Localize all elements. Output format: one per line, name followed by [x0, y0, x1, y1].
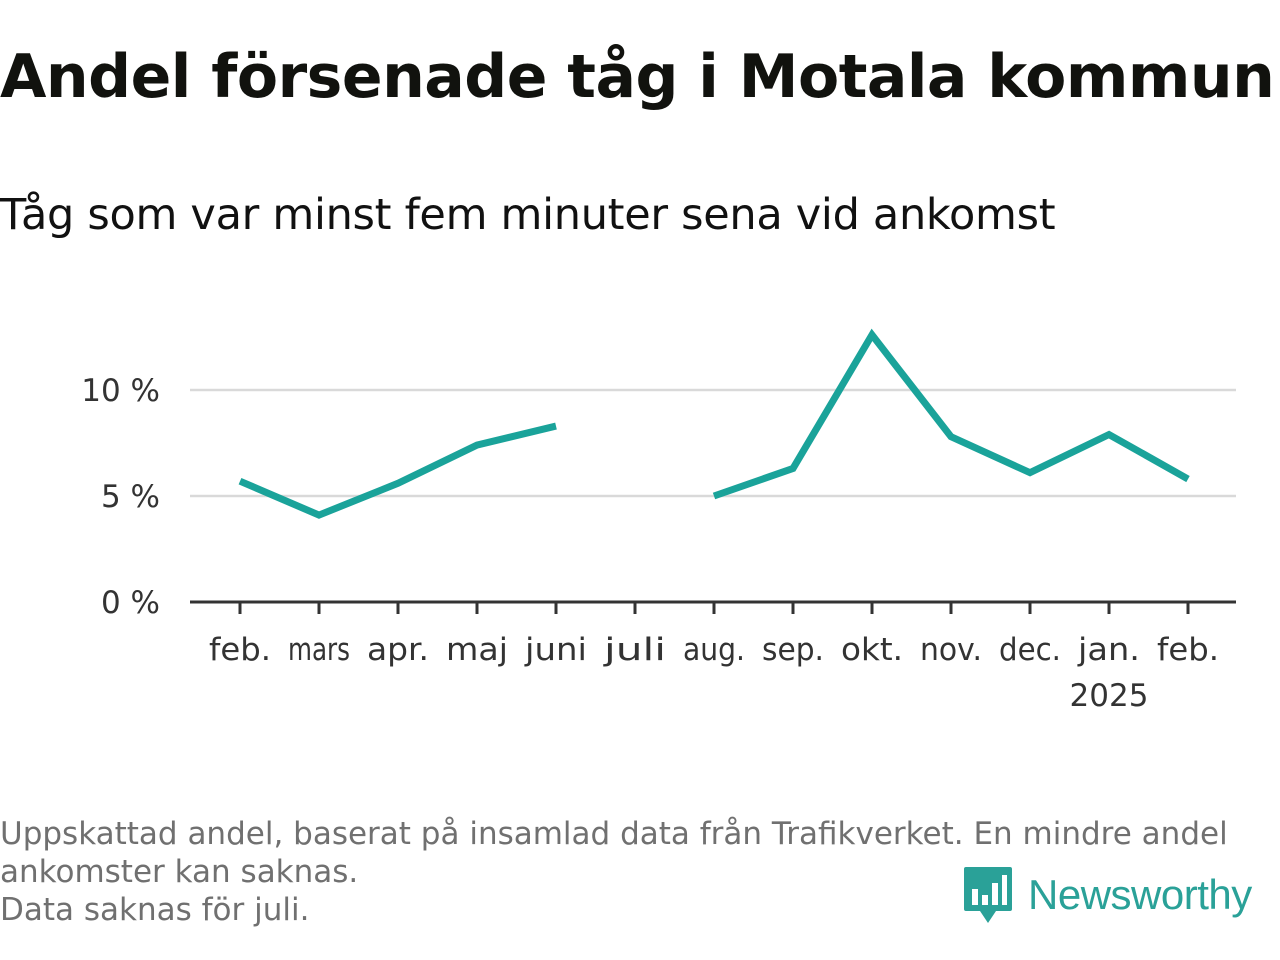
x-tick-label: juni [524, 632, 587, 668]
series-line [238, 328, 1190, 519]
newsworthy-logo: Newsworthy [962, 865, 1252, 925]
y-tick-label: 0 % [101, 585, 160, 621]
x-tick-label: apr. [367, 632, 429, 668]
x-tick-label: nov. [920, 632, 982, 668]
x-tick-label: mars [288, 632, 350, 668]
x-tick-label: feb. [209, 632, 271, 668]
line-chart: 0 % 5 % 10 % feb. mars apr. maj juni juli aug. se… [81, 328, 1236, 714]
y-tick-label: 5 % [101, 479, 160, 515]
y-axis-labels: 0 % 5 % 10 % [81, 373, 160, 621]
x-tick-label: juli [603, 632, 666, 668]
newsworthy-logo-text: Newsworthy [1028, 871, 1252, 918]
x-axis [190, 600, 1236, 614]
x-tick-label: feb. [1157, 632, 1219, 668]
series-line-segment [238, 422, 557, 519]
x-tick-label: maj [446, 632, 508, 668]
newsworthy-logo-icon [964, 867, 1012, 923]
x-tick-label: dec. [999, 632, 1061, 668]
footnote-line-1: Uppskattad andel, baserat på insamlad da… [0, 816, 1228, 852]
x-year-label: 2025 [1070, 678, 1149, 714]
x-tick-label: aug. [683, 632, 745, 668]
x-tick-label: sep. [762, 632, 824, 668]
x-tick-label: jan. [1077, 632, 1140, 668]
y-tick-label: 10 % [81, 373, 160, 409]
grid-lines [190, 388, 1236, 498]
x-axis-labels: feb. mars apr. maj juni juli aug. sep. okt. nov. d… [209, 632, 1219, 714]
chart-title: Andel försenade tåg i Motala kommun [0, 42, 1275, 112]
series-line-segment [712, 328, 1190, 500]
chart-subtitle: Tåg som var minst fem minuter sena vid a… [0, 190, 1056, 240]
x-tick-label: okt. [841, 632, 903, 668]
footnote-line-2: ankomster kan saknas. [0, 854, 359, 890]
footnote-line-3: Data saknas för juli. [0, 892, 310, 928]
footnote: Uppskattad andel, baserat på insamlad da… [0, 815, 1270, 929]
